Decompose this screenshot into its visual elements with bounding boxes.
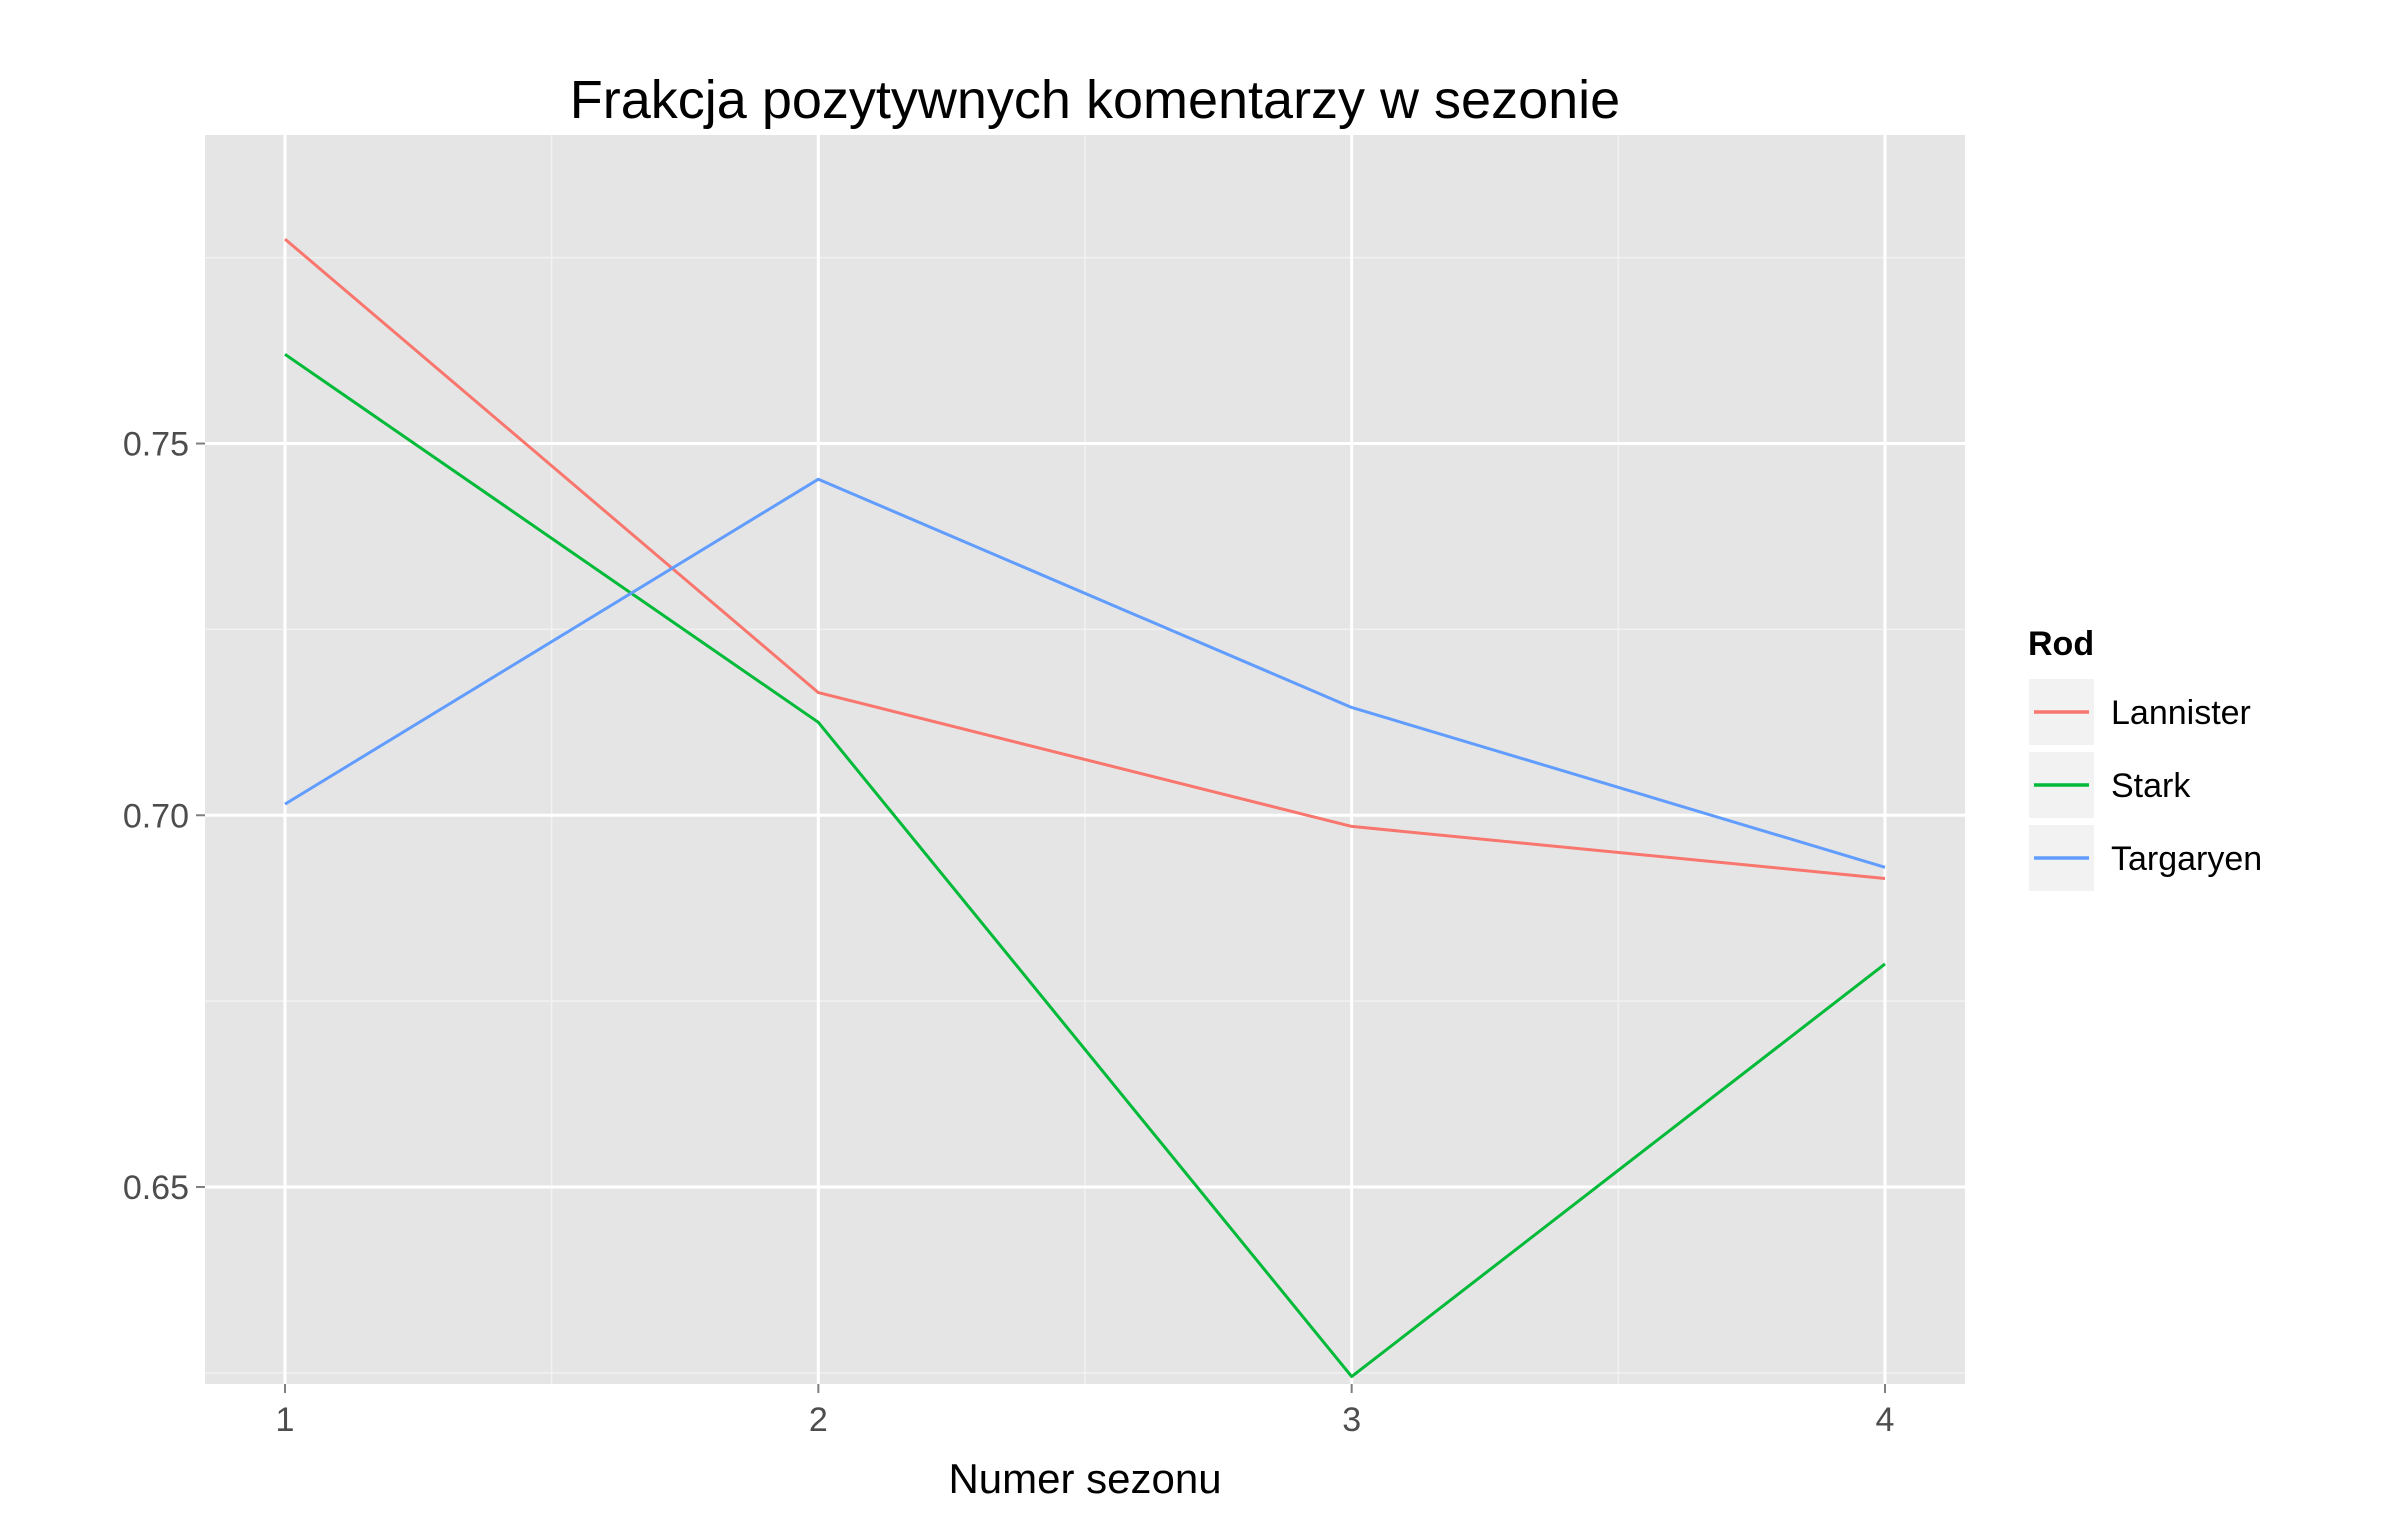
legend-label: Targaryen [2111, 840, 2262, 878]
x-axis-title: Numer sezonu [948, 1455, 1221, 1502]
series-lines [284, 237, 1886, 1379]
y-tick-label: 0.65 [123, 1169, 189, 1207]
series-line-targaryen [284, 477, 1886, 869]
legend-item-targaryen: Targaryen [2027, 823, 2262, 893]
legend-title: Rod [2028, 625, 2094, 663]
chart-title: Frakcja pozytywnych komentarzy w sezonie [570, 70, 1620, 130]
major-gridlines [205, 135, 1965, 1384]
x-tick-label: 4 [1876, 1401, 1895, 1439]
legend-item-lannister: Lannister [2027, 677, 2251, 747]
y-tick-label: 0.75 [123, 426, 189, 464]
legend-label: Lannister [2111, 694, 2251, 732]
legend-item-stark: Stark [2027, 750, 2191, 820]
x-tick-label: 3 [1342, 1401, 1361, 1439]
y-tick-label: 0.70 [123, 797, 189, 835]
x-tick-label: 1 [276, 1401, 295, 1439]
legend-label: Stark [2111, 767, 2191, 805]
series-line-stark [284, 353, 1886, 1379]
x-tick-label: 2 [809, 1401, 828, 1439]
series-line-lannister [284, 237, 1886, 880]
x-axis-ticks: 1 2 3 4 [276, 1384, 1895, 1439]
y-axis-ticks: 0.65 0.70 0.75 [123, 426, 205, 1207]
legend: Rod Lannister Stark Targaryen [2027, 625, 2262, 893]
